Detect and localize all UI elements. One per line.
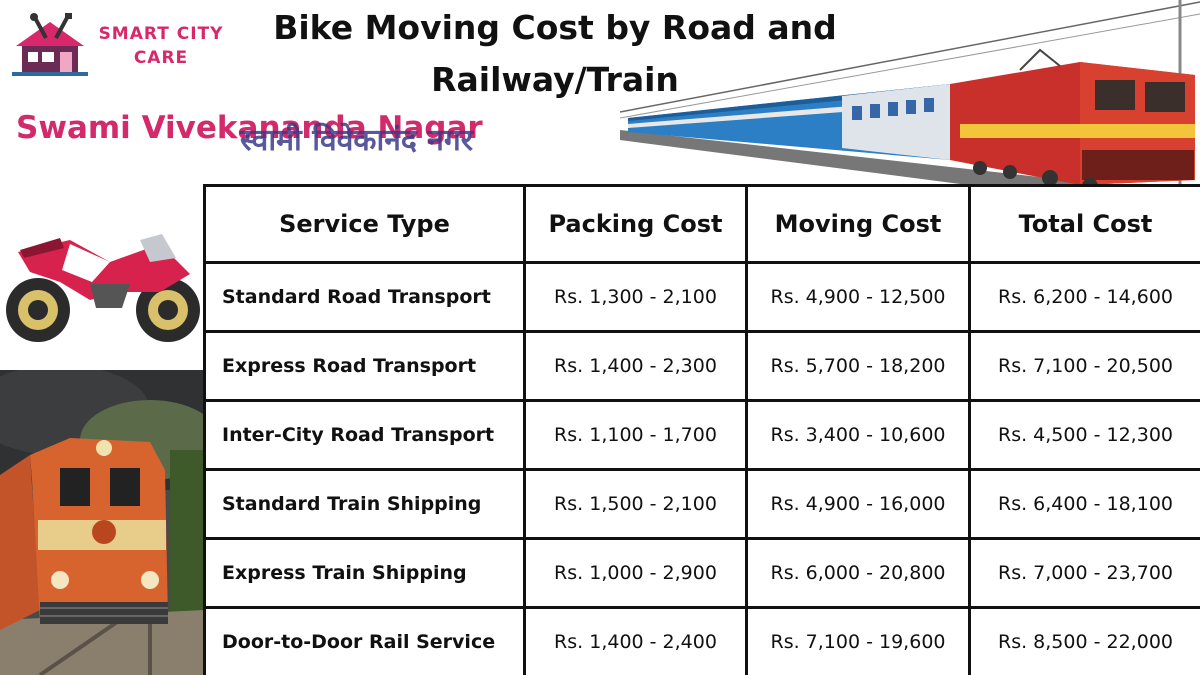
motorbike-icon <box>6 234 200 342</box>
title-line2: Railway/Train <box>431 60 679 99</box>
location-hindi: स्वामी विवेकानंद नगर <box>240 123 474 158</box>
packing-cost-cell: Rs. 1,400 - 2,400 <box>523 606 748 675</box>
header-packing-cost: Packing Cost <box>523 184 748 264</box>
table-row: Standard Road Transport Rs. 1,300 - 2,10… <box>203 261 1200 333</box>
packing-cost-cell: Rs. 1,300 - 2,100 <box>523 261 748 333</box>
total-cost-cell: Rs. 7,100 - 20,500 <box>968 330 1200 402</box>
total-cost-cell: Rs. 8,500 - 22,000 <box>968 606 1200 675</box>
title-line1: Bike Moving Cost by Road and <box>273 8 837 47</box>
price-table: Service Type Packing Cost Moving Cost To… <box>203 184 1200 675</box>
moving-cost-cell: Rs. 6,000 - 20,800 <box>745 537 971 609</box>
house-tools-icon <box>12 13 88 76</box>
total-cost-cell: Rs. 6,200 - 14,600 <box>968 261 1200 333</box>
packing-cost-cell: Rs. 1,400 - 2,300 <box>523 330 748 402</box>
service-type-cell: Inter-City Road Transport <box>203 399 526 471</box>
total-cost-cell: Rs. 7,000 - 23,700 <box>968 537 1200 609</box>
table-row: Express Train Shipping Rs. 1,000 - 2,900… <box>203 537 1200 609</box>
header-total-cost: Total Cost <box>968 184 1200 264</box>
diesel-locomotive-photo <box>0 370 205 675</box>
service-type-cell: Express Road Transport <box>203 330 526 402</box>
header-service-type: Service Type <box>203 184 526 264</box>
packing-cost-cell: Rs. 1,100 - 1,700 <box>523 399 748 471</box>
table-row: Inter-City Road Transport Rs. 1,100 - 1,… <box>203 399 1200 471</box>
packing-cost-cell: Rs. 1,500 - 2,100 <box>523 468 748 540</box>
service-type-cell: Door-to-Door Rail Service <box>203 606 526 675</box>
total-cost-cell: Rs. 4,500 - 12,300 <box>968 399 1200 471</box>
location-english: Swami Vivekananda Nagar <box>16 110 483 146</box>
brand-line1: SMART CITY <box>98 24 224 44</box>
moving-cost-cell: Rs. 3,400 - 10,600 <box>745 399 971 471</box>
moving-cost-cell: Rs. 7,100 - 19,600 <box>745 606 971 675</box>
moving-cost-cell: Rs. 5,700 - 18,200 <box>745 330 971 402</box>
page-title: Bike Moving Cost by Road and Railway/Tra… <box>250 2 860 106</box>
moving-cost-cell: Rs. 4,900 - 12,500 <box>745 261 971 333</box>
header-moving-cost: Moving Cost <box>745 184 971 264</box>
brand-line2: CARE <box>133 48 189 68</box>
table-header-row: Service Type Packing Cost Moving Cost To… <box>203 184 1200 264</box>
service-type-cell: Express Train Shipping <box>203 537 526 609</box>
brand-logo: SMART CITY CARE <box>10 10 222 80</box>
diesel-locomotive-icon <box>0 370 205 675</box>
electric-train-icon <box>620 0 1200 215</box>
service-type-cell: Standard Road Transport <box>203 261 526 333</box>
table-row: Door-to-Door Rail Service Rs. 1,400 - 2,… <box>203 606 1200 675</box>
packing-cost-cell: Rs. 1,000 - 2,900 <box>523 537 748 609</box>
moving-cost-cell: Rs. 4,900 - 16,000 <box>745 468 971 540</box>
table-row: Express Road Transport Rs. 1,400 - 2,300… <box>203 330 1200 402</box>
total-cost-cell: Rs. 6,400 - 18,100 <box>968 468 1200 540</box>
service-type-cell: Standard Train Shipping <box>203 468 526 540</box>
table-row: Standard Train Shipping Rs. 1,500 - 2,10… <box>203 468 1200 540</box>
